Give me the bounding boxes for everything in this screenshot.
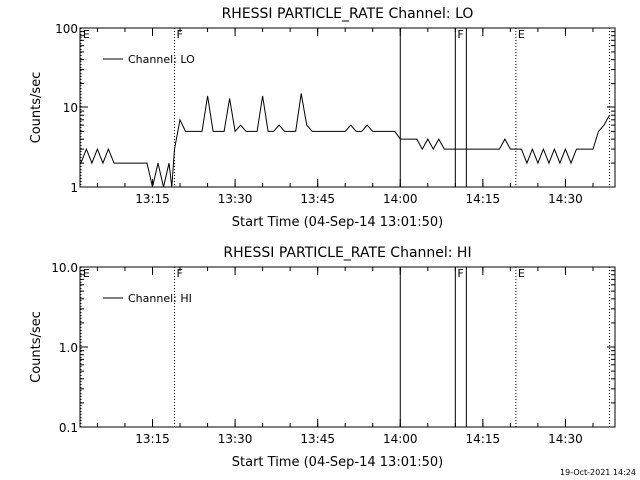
x-tick-label: 13:15 bbox=[135, 192, 170, 206]
legend-entry: Channel: LO bbox=[128, 53, 195, 66]
chart-title: RHESSI PARTICLE_RATE Channel: HI bbox=[223, 245, 471, 261]
event-marker-label: F bbox=[457, 267, 463, 280]
event-marker-label: E bbox=[83, 267, 90, 280]
event-marker-label: E bbox=[518, 28, 525, 41]
x-tick-label: 14:30 bbox=[548, 432, 583, 446]
plot-frame bbox=[79, 27, 616, 188]
y-tick-label: 1 bbox=[70, 181, 78, 195]
x-tick-label: 14:00 bbox=[383, 192, 418, 206]
chart-title: RHESSI PARTICLE_RATE Channel: LO bbox=[222, 6, 474, 22]
x-tick-label: 14:30 bbox=[548, 192, 583, 206]
x-tick-label: 13:30 bbox=[218, 192, 253, 206]
x-tick-label: 14:15 bbox=[466, 432, 501, 446]
plot-frame bbox=[79, 266, 616, 428]
legend-entry: Channel: HI bbox=[128, 292, 192, 305]
event-marker-label: F bbox=[177, 267, 183, 280]
y-axis-label: Counts/sec bbox=[29, 311, 44, 383]
event-marker-label: F bbox=[177, 28, 183, 41]
x-tick-label: 14:00 bbox=[383, 432, 418, 446]
x-tick-label: 14:15 bbox=[466, 192, 501, 206]
y-axis-label: Counts/sec bbox=[29, 72, 44, 144]
y-tick-label: 1.0 bbox=[59, 341, 78, 355]
chart-panel-2: RHESSI PARTICLE_RATE Channel: HI 13:15 13:… bbox=[29, 245, 616, 470]
y-tick-label: 100 bbox=[55, 22, 78, 36]
x-axis-label: Start Time (04-Sep-14 13:01:50) bbox=[232, 215, 443, 230]
y-tick-label: 10.0 bbox=[51, 261, 78, 275]
x-tick-label: 13:15 bbox=[135, 432, 170, 446]
series-line bbox=[80, 93, 610, 188]
event-marker-label: E bbox=[83, 28, 90, 41]
footer-timestamp: 19-Oct-2021 14:24 bbox=[560, 468, 636, 477]
y-tick-label: 10 bbox=[63, 101, 78, 115]
x-tick-label: 13:45 bbox=[300, 432, 335, 446]
x-tick-label: 13:30 bbox=[218, 432, 253, 446]
y-tick-label: 0.1 bbox=[59, 421, 78, 435]
event-marker-label: F bbox=[457, 28, 463, 41]
x-axis-label: Start Time (04-Sep-14 13:01:50) bbox=[232, 455, 443, 470]
event-marker-label: E bbox=[518, 267, 525, 280]
x-tick-label: 13:45 bbox=[300, 192, 335, 206]
chart-panel-1: RHESSI PARTICLE_RATE Channel: LO 13:15 13:… bbox=[29, 6, 616, 230]
